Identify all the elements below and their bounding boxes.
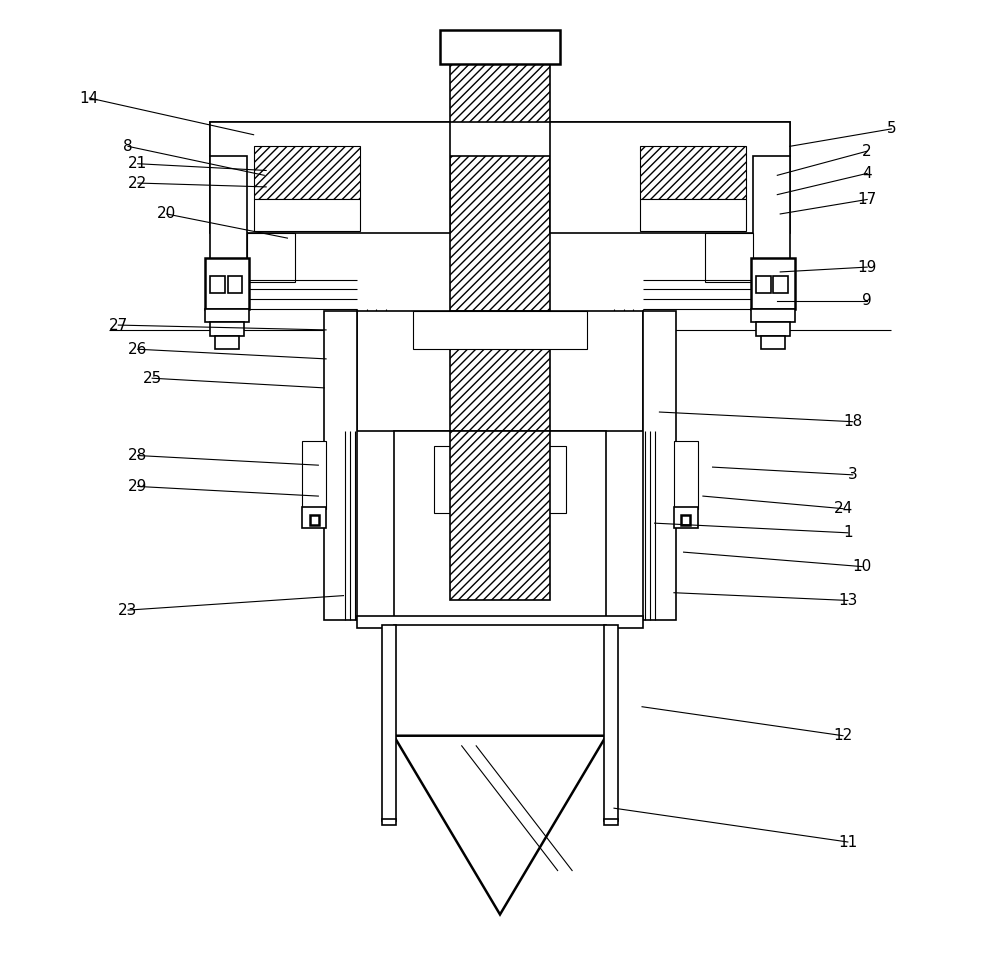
Bar <box>302 507 326 528</box>
Bar <box>643 311 676 620</box>
Bar <box>604 819 618 825</box>
Bar <box>640 146 746 200</box>
Bar <box>324 311 357 620</box>
Bar <box>751 309 795 322</box>
Bar <box>434 446 566 514</box>
Bar <box>761 335 785 349</box>
Bar <box>450 64 550 601</box>
Text: 10: 10 <box>853 559 872 574</box>
Bar <box>705 234 753 282</box>
Text: 8: 8 <box>123 139 133 154</box>
Text: 5: 5 <box>887 121 896 137</box>
Bar <box>674 441 698 509</box>
Text: 2: 2 <box>862 143 872 159</box>
Bar <box>756 322 790 335</box>
Bar <box>254 146 360 200</box>
Text: 1: 1 <box>843 525 853 541</box>
Bar <box>247 234 295 282</box>
Bar <box>413 311 587 349</box>
Bar <box>215 335 239 349</box>
Text: 22: 22 <box>128 175 147 191</box>
Text: 19: 19 <box>857 260 877 274</box>
Text: 21: 21 <box>128 156 147 172</box>
Text: 18: 18 <box>843 414 862 429</box>
Bar <box>382 625 396 821</box>
Bar <box>357 616 643 628</box>
Text: 23: 23 <box>118 603 138 617</box>
Bar <box>205 309 249 322</box>
Text: 25: 25 <box>143 371 162 386</box>
Bar <box>681 516 690 525</box>
Bar <box>604 625 618 821</box>
Text: 14: 14 <box>80 90 99 106</box>
Bar <box>382 819 396 825</box>
Text: 9: 9 <box>862 294 872 308</box>
Bar <box>210 276 225 294</box>
Bar <box>394 625 606 735</box>
Bar <box>753 156 790 311</box>
Text: 29: 29 <box>128 479 147 494</box>
Bar <box>357 311 643 431</box>
Text: 11: 11 <box>838 834 857 850</box>
Bar <box>674 507 698 528</box>
Bar <box>228 276 242 294</box>
Bar <box>210 322 244 335</box>
Bar <box>450 431 550 601</box>
Text: 13: 13 <box>838 593 858 608</box>
Text: 26: 26 <box>128 342 147 357</box>
Text: 12: 12 <box>833 729 853 743</box>
Text: 27: 27 <box>109 318 128 332</box>
Bar <box>210 122 450 234</box>
Bar <box>756 276 771 294</box>
Text: 17: 17 <box>858 192 877 207</box>
Text: 24: 24 <box>833 501 853 516</box>
Text: 20: 20 <box>157 206 176 222</box>
Text: 3: 3 <box>848 467 858 483</box>
Bar <box>302 441 326 509</box>
Bar <box>640 200 746 232</box>
Bar <box>205 259 249 309</box>
Text: 28: 28 <box>128 448 147 463</box>
Bar <box>751 259 795 309</box>
Bar <box>254 200 360 232</box>
Polygon shape <box>394 735 606 915</box>
Bar <box>450 311 550 431</box>
Bar <box>394 431 606 625</box>
Text: 4: 4 <box>862 166 872 181</box>
Bar <box>210 122 790 156</box>
Bar <box>440 30 560 64</box>
Bar <box>773 276 788 294</box>
Bar <box>310 516 319 525</box>
Bar <box>550 122 790 234</box>
Bar <box>210 156 247 311</box>
